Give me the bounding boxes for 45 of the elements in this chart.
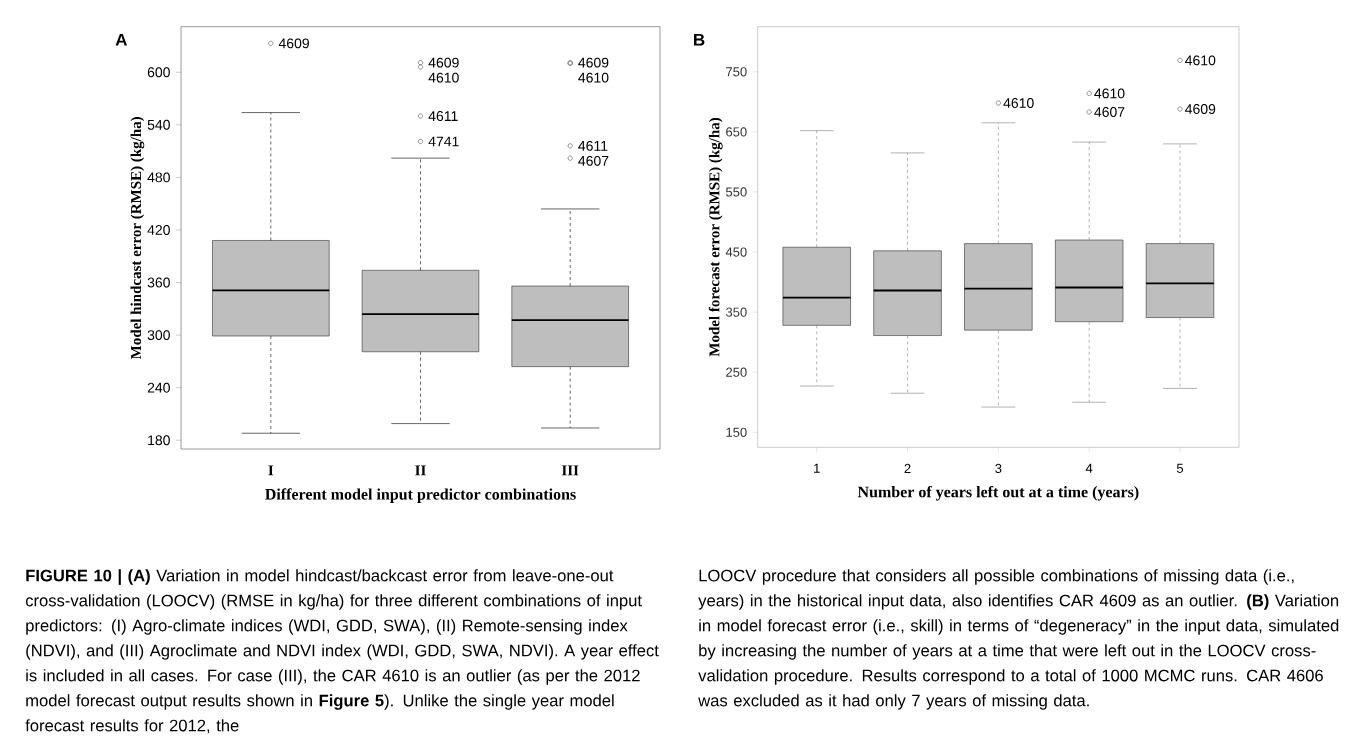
x-tick-label: II [415, 465, 426, 476]
annotation: 4607 [578, 155, 609, 166]
y-tick-label: 420 [147, 225, 170, 235]
chart-title: A [115, 33, 128, 46]
y-tick-label: 540 [147, 119, 170, 130]
annotation: 4610 [578, 72, 609, 83]
x-axis-title: Different model input predictor combinations [265, 488, 576, 503]
y-tick-label: 480 [147, 172, 170, 183]
y-tick-label: 750 [726, 67, 747, 77]
y-tick-label: 180 [148, 435, 170, 446]
x-tick-label: 2 [904, 463, 911, 473]
text: LOOCV procedure that considers all possible combinations of missing data (i.e., years) in the historical input data, also identifies CAR 4609 as an outlier. (B) Variation in model forecast error (i.e., skill) in terms of “degeneracy” in the input data, simulated by increasing the number of years at a time that were left out in the LOOCV cross-validation procedure. Results correspond to a total of 1000 MCMC runs. CAR 4606 was excluded as it had only 7 years of missing data. [698, 569, 1339, 710]
annotation: 4610 [1003, 98, 1034, 108]
annotation: 4610 [428, 72, 459, 83]
x-tick-label: 3 [995, 463, 1002, 474]
annotation: 4610 [1185, 55, 1216, 66]
y-tick-label: 150 [726, 427, 747, 437]
annotation: 4609 [578, 57, 609, 68]
y-axis-title: Model forecast error (RMSE) (kg/ha) [708, 117, 723, 357]
x-axis-title: Number of years left out at a time (years) [857, 485, 1139, 501]
y-tick-label: 250 [726, 367, 747, 377]
annotation: 4610 [1094, 88, 1125, 99]
text: FIGURE 10 | (A) Variation in model hindcast/backcast error from leave-one-out cross-validation (LOOCV) (RMSE in kg/ha) for three different combinations of input predictors: (I) Agro-climate indices (WDI, GDD, SWA), (II) Remote-sensing index (NDVI), and (III) Agroclimate and NDVI index (WDI, GDD, SWA, NDVI). A year effect is included in all cases. For case (III), the CAR 4610 is an outlier (as per the 2012 model forecast output results shown in Figure 5). Unlike the single year model forecast results for 2012, the [25, 569, 659, 734]
annotation: 4609 [1185, 104, 1216, 114]
x-tick-label: III [561, 465, 579, 476]
x-tick-label: 4 [1085, 463, 1093, 473]
annotation: 4611 [428, 111, 458, 122]
annotation: 4607 [1094, 107, 1125, 117]
chart-title: B [694, 33, 705, 46]
y-tick-label: 650 [726, 127, 747, 137]
y-tick-label: 450 [725, 247, 747, 257]
x-tick-label: I [268, 465, 274, 476]
y-tick-label: 240 [147, 382, 170, 393]
annotation: 4611 [578, 140, 608, 151]
y-tick-label: 350 [725, 307, 747, 317]
y-tick-label: 550 [726, 187, 747, 197]
x-tick-label: 5 [1176, 463, 1184, 473]
x-tick-label: 1 [814, 463, 820, 473]
annotation: 4741 [428, 136, 459, 147]
y-tick-label: 300 [147, 330, 170, 341]
annotation: 4609 [428, 57, 459, 68]
y-tick-label: 600 [147, 67, 170, 78]
y-tick-label: 360 [147, 277, 170, 288]
y-axis-title: Model hindcast error (RMSE) (kg/ha) [130, 117, 145, 360]
annotation: 4609 [278, 38, 309, 49]
